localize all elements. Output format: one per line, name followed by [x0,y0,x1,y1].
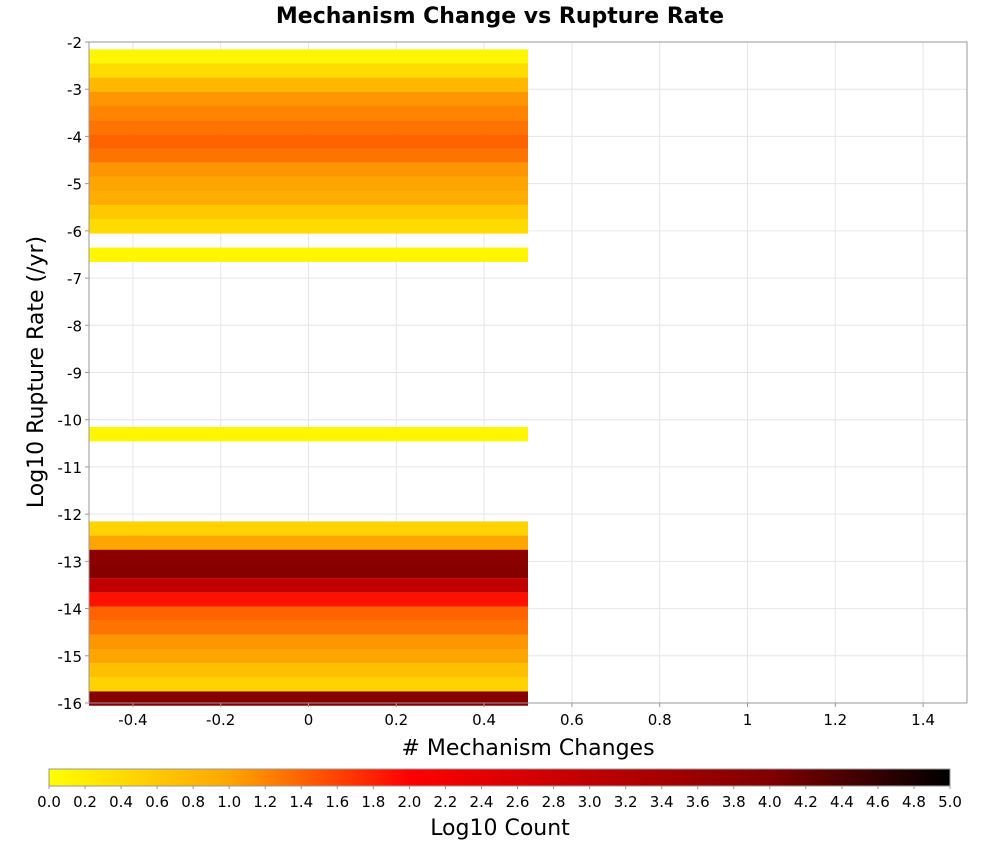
heatmap-cell [89,663,528,678]
colorbar-tick-label: 0.6 [145,793,169,811]
heatmap-cell [89,205,528,220]
colorbar-tick-label: 0.8 [181,793,205,811]
colorbar-tick-label: 1.8 [361,793,385,811]
heatmap-cell [89,162,528,177]
colorbar-title: Log10 Count [430,816,570,841]
colorbar-tick-label: 3.8 [722,793,746,811]
colorbar-tick-label: 4.6 [866,793,890,811]
colorbar-tick-label: 4.0 [758,793,782,811]
colorbar-tick-label: 3.6 [686,793,710,811]
y-tick-label: -5 [67,176,82,194]
heatmap-cell [89,176,528,192]
colorbar-tick-label: 2.0 [397,793,421,811]
y-tick-label: -8 [67,317,82,335]
colorbar-ticks: 0.0 0.2 0.4 0.6 0.8 1.0 1.2 1.4 1.6 1.8 2.0 2.2 2.4 2… [37,786,962,811]
x-tick-label: 0.8 [648,711,672,729]
y-axis-title: Log10 Rupture Rate (/yr) [24,236,49,508]
heatmap-cell [89,63,528,78]
heatmap-cell [89,563,528,579]
plot-area [88,41,968,706]
heatmap-cell [89,219,528,234]
heatmap-cell [89,105,528,121]
y-tick-label: -2 [67,34,82,52]
colorbar-tick-label: 2.8 [542,793,566,811]
heatmap-cell [89,578,528,593]
colorbar-tick-label: 1.4 [289,793,313,811]
x-tick-label: 1 [743,711,753,729]
x-tick-label: -0.4 [118,711,147,729]
x-tick-label: 0.2 [384,711,408,729]
x-axis-ticks: -0.4 -0.2 0 0.2 0.4 0.6 0.8 1 1.2 1.4 [118,703,935,729]
colorbar-tick-label: 4.4 [830,793,854,811]
colorbar-gradient [48,768,951,787]
colorbar-tick-label: 1.0 [217,793,241,811]
x-tick-label: 1.4 [911,711,935,729]
heatmap-cells [89,49,528,706]
y-tick-label: -4 [67,128,82,146]
heatmap-cell [89,535,528,550]
colorbar-tick-label: 1.2 [253,793,277,811]
colorbar-tick-label: 5.0 [938,793,962,811]
heatmap-cell [89,49,528,64]
heatmap-cell [89,77,528,92]
y-tick-label: -7 [67,270,82,288]
x-tick-label: 0 [304,711,314,729]
heatmap-cell [89,620,528,635]
heatmap-cell [89,134,528,149]
x-tick-label: -0.2 [206,711,235,729]
heatmap-cell [89,691,528,706]
colorbar: 0.0 0.2 0.4 0.6 0.8 1.0 1.2 1.4 1.6 1.8 2.0 2.2 2.4 2… [37,768,962,841]
colorbar-tick-label: 2.4 [470,793,494,811]
y-tick-label: -11 [58,459,83,477]
heatmap-cell [89,247,528,262]
colorbar-tick-label: 0.0 [37,793,61,811]
x-tick-label: 1.2 [823,711,847,729]
y-tick-label: -15 [58,648,83,666]
heatmap-cell [89,592,528,607]
colorbar-tick-label: 3.2 [614,793,638,811]
heatmap-cell [89,634,528,650]
x-tick-label: 0.4 [472,711,496,729]
heatmap-cell [89,648,528,664]
y-tick-label: -3 [67,81,82,99]
heatmap-cell [89,521,528,536]
colorbar-tick-label: 0.4 [109,793,133,811]
y-tick-label: -14 [58,601,83,619]
colorbar-tick-label: 2.2 [434,793,458,811]
y-tick-label: -13 [58,553,83,571]
heatmap-cell [89,148,528,163]
colorbar-tick-label: 1.6 [325,793,349,811]
heatmap-cell [89,549,528,565]
heatmap-cell [89,606,528,621]
colorbar-tick-label: 3.4 [650,793,674,811]
colorbar-tick-label: 3.0 [578,793,602,811]
heatmap-cell [89,91,528,107]
heatmap-cell [89,190,528,206]
y-tick-label: -16 [58,695,83,713]
y-tick-label: -12 [58,506,83,524]
heatmap-cell [89,427,528,442]
heatmap-cell [89,120,528,135]
heatmap-cell [89,677,528,692]
x-tick-label: 0.6 [560,711,584,729]
colorbar-tick-label: 4.8 [902,793,926,811]
colorbar-tick-label: 2.6 [506,793,530,811]
y-tick-label: -6 [67,223,82,241]
y-axis-ticks: -2 -3 -4 -5 -6 -7 -8 -9 -10 -11 -12 -13 -14 -15 -16 [58,34,89,713]
x-axis-title: # Mechanism Changes [401,736,654,761]
colorbar-tick-label: 4.2 [794,793,818,811]
chart-title: Mechanism Change vs Rupture Rate [276,4,724,29]
y-tick-label: -10 [58,412,83,430]
y-tick-label: -9 [67,365,82,383]
colorbar-tick-label: 0.2 [73,793,97,811]
